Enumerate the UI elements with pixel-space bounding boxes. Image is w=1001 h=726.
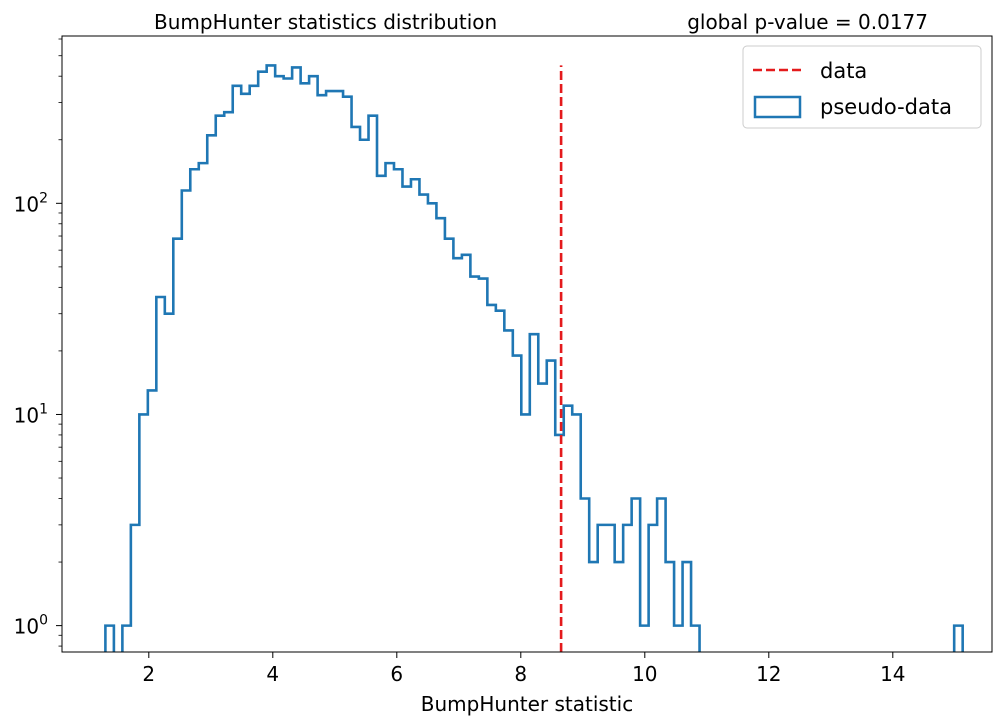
legend: data pseudo-data	[742, 45, 982, 129]
x-tick-label: 14	[880, 662, 905, 686]
legend-pseudo-data-swatch	[753, 95, 802, 119]
x-tick-label: 6	[390, 662, 403, 686]
y-tick-label: 101	[14, 401, 48, 427]
x-tick-label: 4	[266, 662, 279, 686]
chart-title: BumpHunter statistics distribution	[154, 10, 497, 34]
x-tick-label: 2	[142, 662, 155, 686]
axis-ticks: 2 4 6 8 10 12 14 100 101 102	[14, 38, 906, 686]
x-axis-label: BumpHunter statistic	[421, 692, 633, 716]
pseudo-data-histogram	[104, 64, 964, 652]
legend-box	[742, 45, 982, 129]
x-tick-label: 8	[514, 662, 527, 686]
global-p-value: global p-value = 0.0177	[687, 10, 928, 34]
plot-area	[104, 64, 964, 652]
legend-pseudo-data-label: pseudo-data	[820, 95, 952, 119]
x-tick-label: 12	[756, 662, 781, 686]
legend-data-label: data	[820, 59, 867, 83]
y-tick-label: 100	[14, 613, 48, 639]
x-tick-label: 10	[632, 662, 657, 686]
axes-frame	[61, 35, 993, 653]
y-tick-label: 102	[14, 190, 48, 216]
